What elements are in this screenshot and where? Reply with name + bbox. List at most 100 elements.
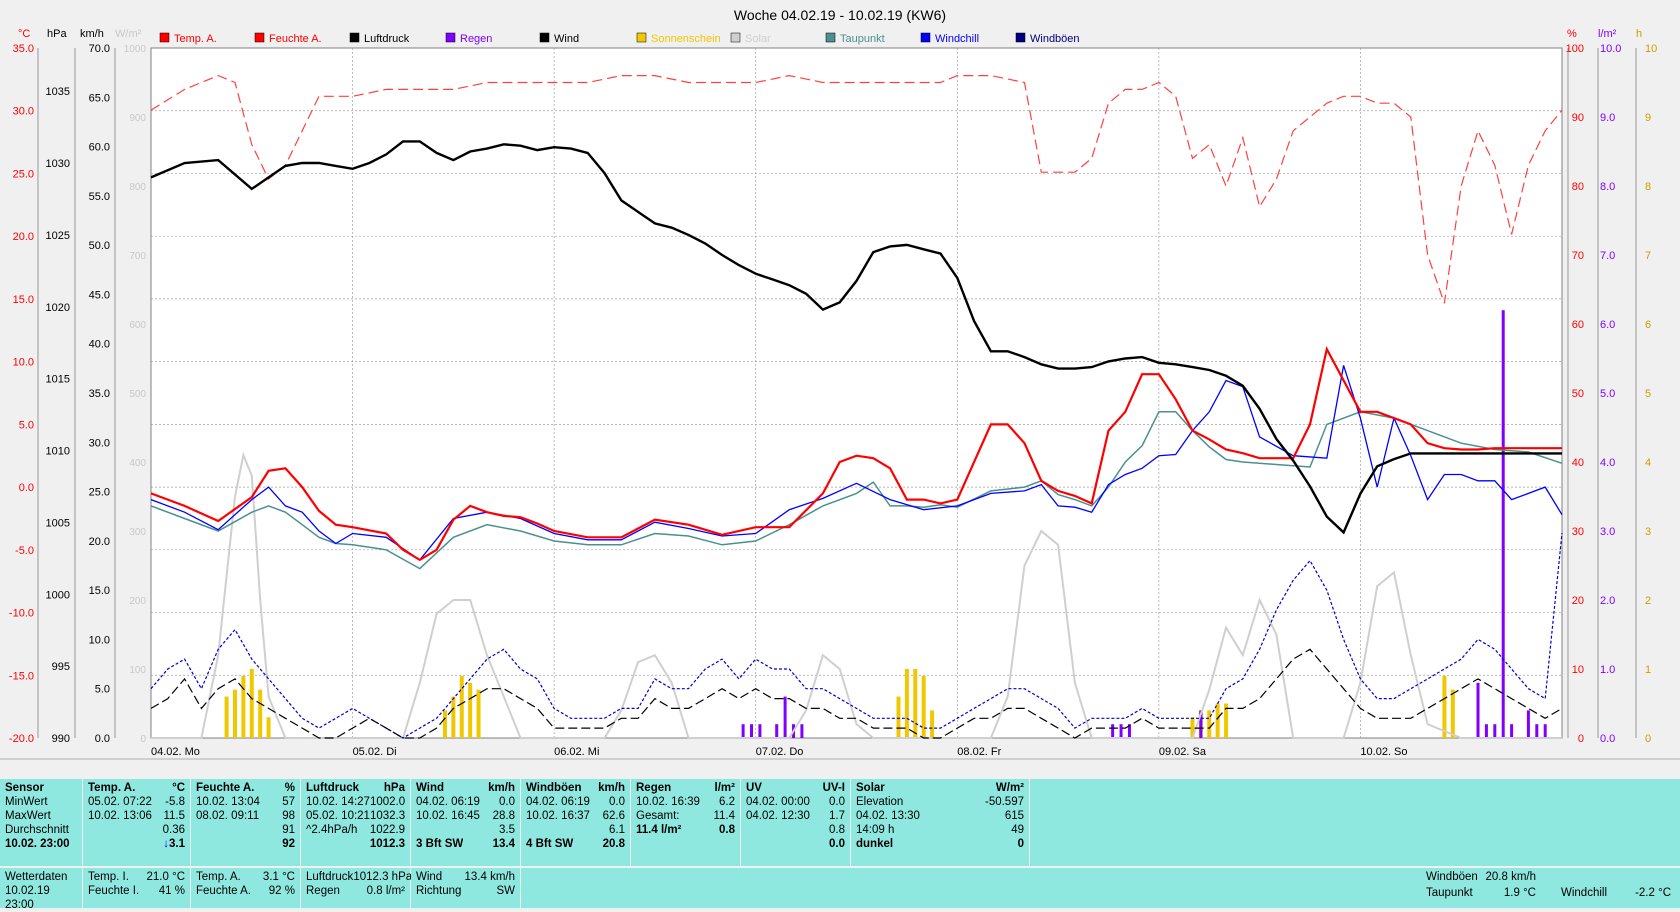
luftdruck-label: Luftdruck	[306, 871, 354, 883]
legend-label: Taupunkt	[840, 33, 885, 45]
stats-header: Solar W/m²	[856, 781, 1024, 795]
legend-label: Wind	[554, 33, 579, 45]
pressure-tick-label: 995	[52, 661, 70, 673]
stats-value: 1002.0	[369, 796, 406, 808]
rain-bar	[1501, 310, 1505, 738]
feuchte-a-label: Feuchte A.	[196, 885, 251, 897]
stats-label: 10.02. 16:45	[416, 810, 480, 822]
stats-header: Luftdruck hPa	[306, 781, 405, 795]
stats-section: Windböen km/h 04.02. 06:19 0.0 10.02. 16:37 6…	[521, 779, 630, 866]
stats-label: 10.02. 14:27	[306, 796, 370, 808]
stats-label: Wind	[416, 782, 444, 794]
sunshine-tick-label: 8	[1645, 181, 1651, 193]
legend-label: Feuchte A.	[269, 33, 322, 45]
stats-value: 11.4	[713, 810, 735, 822]
wind-tick-label: 0.0	[95, 733, 110, 745]
temp-tick-label: -15.0	[9, 670, 34, 682]
pressure-tick-label: 1025	[46, 230, 70, 242]
wind-tick-label: 45.0	[89, 289, 110, 301]
stats-label: Elevation	[856, 796, 904, 808]
stats-value: hPa	[383, 782, 405, 794]
stats-row: 04.02. 13:30 615	[856, 809, 1024, 823]
legend-label: Sonnenschein	[651, 33, 721, 45]
stats-row: 05.02. 07:22 -5.8	[88, 795, 185, 809]
richtung-value: SW	[496, 885, 515, 897]
stats-row: 04.02. 00:00 0.0	[746, 795, 845, 809]
sunshine-bar	[224, 696, 229, 738]
rain-bar	[750, 724, 754, 738]
stats-row: 10.02. 13:06 11.5	[88, 809, 185, 823]
rain-bar	[1510, 724, 1514, 738]
stats-value: °C	[172, 782, 185, 794]
stats-label: 10.02. 13:06	[88, 810, 152, 822]
stats-row: 10.02. 13:04 57	[196, 795, 295, 809]
stats-label: Luftdruck	[306, 782, 360, 794]
rain-bar	[783, 696, 787, 738]
wind-tick-label: 35.0	[89, 388, 110, 400]
humidity-tick-label: 90	[1572, 112, 1584, 124]
legend-swatch	[445, 32, 456, 43]
temp-tick-label: 10.0	[13, 357, 34, 369]
rain-tick-label: 3.0	[1600, 526, 1615, 538]
indoor-box: Temp. I. 21.0 °C Feuchte I. 41 %	[83, 868, 190, 908]
stats-label: MinWert	[5, 796, 48, 808]
rain-bar	[1476, 682, 1480, 738]
stats-value: 0.8	[829, 824, 845, 836]
sunshine-unit: h	[1636, 28, 1642, 40]
stats-label: 14:09 h	[856, 824, 895, 836]
stats-value: 0	[1017, 838, 1024, 850]
rain-bar	[1493, 724, 1497, 738]
rain-tick-label: 8.0	[1600, 181, 1615, 193]
stats-label: ^2.4hPa/h	[306, 824, 358, 836]
temperature-line	[150, 345, 1562, 562]
stats-footer: 92	[196, 837, 295, 851]
wind-box: Wind 13.4 km/h Richtung SW	[411, 868, 520, 908]
stats-footer: 4 Bft SW 20.8	[526, 837, 625, 851]
stats-section: Temp. A. °C 05.02. 07:22 -5.8 10.02. 13:06 11…	[83, 779, 190, 866]
stats-value: ↓3.1	[163, 838, 185, 850]
stats-value: 3.5	[499, 824, 515, 836]
stats-row: 10.02. 16:37 62.6	[526, 809, 625, 823]
stats-label: Sensor	[5, 782, 44, 794]
legend-label: Solar	[745, 33, 771, 45]
stats-section: Feuchte A.% 10.02. 13:04 57 08.02. 09:11 98 9…	[191, 779, 300, 866]
rain-bar	[758, 724, 762, 738]
stats-value: 1.7	[829, 810, 845, 822]
pressure-box: Luftdruck 1012.3 hPa Regen 0.8 l/m²	[301, 868, 412, 908]
pressure-tick-label: 1015	[46, 374, 70, 386]
rain-bar	[800, 724, 804, 738]
sunshine-bar	[896, 696, 901, 738]
sunshine-bar	[442, 710, 447, 738]
stats-label: 04.02. 06:19	[416, 796, 480, 808]
wetterdaten-label: Wetterdaten	[5, 871, 68, 883]
wind-tick-label: 5.0	[95, 684, 110, 696]
stats-label: 05.02. 07:22	[88, 796, 152, 808]
wetterdaten-time: 10.02.19 23:00	[5, 885, 50, 911]
temp-unit: °C	[18, 28, 30, 40]
rain-tick-label: 9.0	[1600, 112, 1615, 124]
humidity-tick-label: 80	[1572, 181, 1584, 193]
wind-tick-label: 50.0	[89, 240, 110, 252]
sunshine-bar	[241, 675, 246, 738]
wind-tick-label: 70.0	[89, 43, 110, 55]
plot-area	[150, 47, 1563, 739]
wind-line	[150, 648, 1563, 739]
stats-value: 0.36	[162, 824, 185, 836]
solar-unit: W/m²	[115, 28, 142, 40]
stats-value: 0.8	[719, 824, 735, 836]
stats-row: 0.8	[746, 823, 845, 837]
solar-tick-label: 500	[129, 389, 146, 400]
solar-tick-label: 400	[129, 458, 146, 469]
stats-value: 1022.9	[369, 824, 405, 836]
temp-tick-label: 15.0	[13, 294, 34, 306]
rain-bar	[1119, 724, 1123, 738]
stats-label: UV	[746, 782, 762, 794]
humidity-unit: %	[1567, 28, 1577, 40]
sunshine-tick-label: 2	[1645, 595, 1651, 607]
stats-row: Durchschnitt	[5, 823, 77, 837]
sunshine-bar	[904, 669, 909, 738]
sunshine-bar	[930, 710, 935, 738]
stats-header: Regen l/m²	[636, 781, 735, 795]
x-tick-label: 06.02. Mi	[554, 746, 599, 758]
legend-swatch	[159, 32, 170, 43]
